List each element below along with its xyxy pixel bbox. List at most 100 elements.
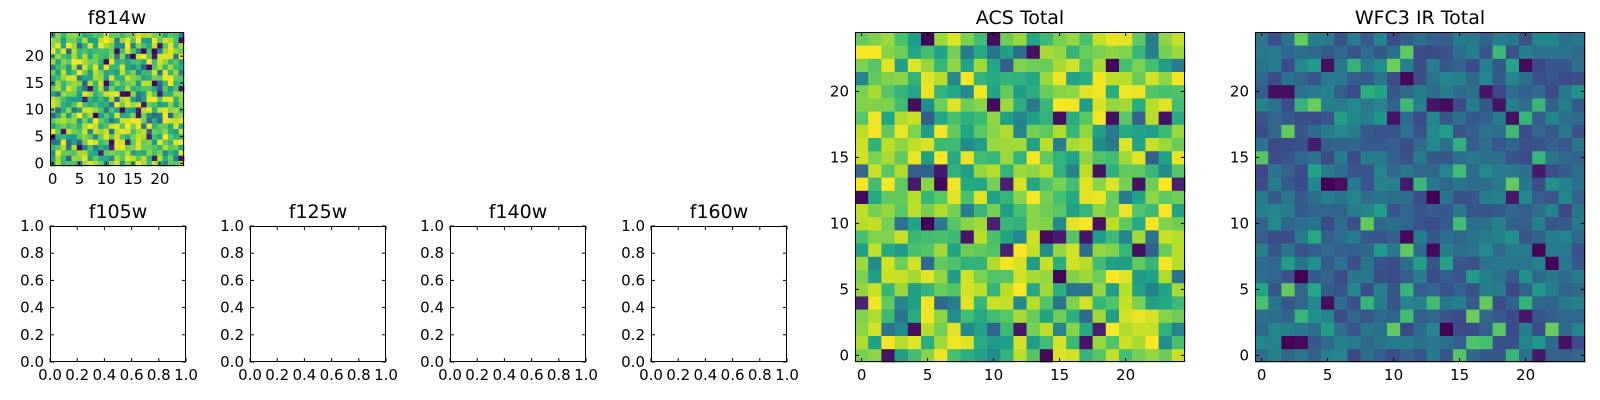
heatmap-cell	[947, 256, 961, 270]
heatmap-cell	[855, 348, 869, 363]
heatmap-cell	[1400, 322, 1414, 336]
heatmap-cell	[71, 107, 78, 113]
heatmap-cell	[1013, 296, 1027, 310]
heatmap-cell	[921, 230, 935, 244]
heatmap-cell	[1347, 32, 1361, 46]
heatmap-cell	[1334, 71, 1348, 86]
heatmap-cell	[108, 144, 115, 151]
heatmap-cell	[1545, 84, 1559, 99]
heatmap-cell	[1466, 124, 1480, 138]
heatmap-cell	[55, 101, 62, 108]
heatmap-cell	[1466, 84, 1480, 99]
heatmap-cell	[1400, 203, 1414, 218]
heatmap-cell	[1426, 164, 1441, 178]
heatmap-cell	[1000, 58, 1014, 72]
heatmap-cell	[151, 69, 158, 76]
heatmap-cell	[1066, 177, 1080, 191]
heatmap-cell	[1294, 150, 1309, 165]
heatmap-cell	[1479, 45, 1493, 59]
heatmap-cell	[71, 37, 78, 44]
heatmap-cell	[1334, 190, 1348, 204]
heatmap-cell	[855, 137, 869, 152]
heatmap-cell	[1132, 216, 1146, 231]
heatmap-cell	[87, 74, 94, 81]
heatmap-cell	[947, 348, 961, 363]
heatmap-cell	[1426, 243, 1441, 257]
heatmap-cell	[1066, 203, 1080, 218]
heatmap-cell	[881, 71, 895, 86]
heatmap-cell	[1387, 203, 1401, 218]
heatmap-cell	[98, 160, 104, 167]
heatmap-cell	[82, 128, 88, 135]
heatmap-cell	[103, 133, 110, 140]
heatmap-cell	[1532, 190, 1546, 204]
heatmap-cell	[1466, 309, 1480, 323]
heatmap-cell	[1413, 98, 1427, 112]
heatmap-cell	[1519, 309, 1533, 323]
y-tick-label: 1.0	[621, 217, 645, 235]
heatmap-cell	[1268, 190, 1282, 204]
heatmap-cell	[1268, 230, 1282, 244]
heatmap-cell	[1439, 111, 1454, 125]
heatmap-cell	[907, 32, 922, 46]
heatmap-cell	[1158, 45, 1173, 59]
heatmap-cell	[1387, 111, 1401, 125]
heatmap-cell	[1158, 309, 1173, 323]
heatmap-cell	[135, 80, 142, 86]
heatmap-cell	[1545, 216, 1559, 231]
heatmap-cell	[973, 84, 988, 99]
heatmap-cell	[60, 48, 67, 54]
heatmap-cell	[1505, 84, 1520, 99]
heatmap-cell	[1053, 137, 1067, 152]
heatmap-cell	[1307, 216, 1322, 231]
heatmap-cell	[1294, 137, 1309, 152]
heatmap-cell	[1558, 124, 1573, 138]
heatmap-cell	[92, 64, 99, 70]
heatmap-cell	[1026, 335, 1041, 350]
x-tick-label: 15	[1450, 366, 1469, 384]
heatmap-cell	[1532, 230, 1546, 244]
heatmap-cell	[1413, 164, 1427, 178]
heatmap-cell	[947, 177, 961, 191]
heatmap-cell	[987, 111, 1001, 125]
heatmap-cell	[1545, 348, 1559, 363]
heatmap-cell	[987, 164, 1001, 178]
heatmap-cell	[1479, 282, 1493, 297]
heatmap-cell	[1532, 269, 1546, 284]
heatmap-cell	[1105, 322, 1120, 336]
heatmap-cell	[60, 155, 67, 162]
heatmap-cell	[55, 144, 62, 151]
heatmap-cell	[135, 155, 142, 162]
heatmap-cell	[1119, 243, 1133, 257]
heatmap-cell	[66, 53, 72, 60]
heatmap-cell	[141, 85, 147, 92]
heatmap-cell	[1334, 84, 1348, 99]
heatmap-cell	[141, 42, 147, 49]
heatmap-cell	[894, 98, 909, 112]
heatmap-cell	[934, 243, 948, 257]
heatmap-cell	[1039, 137, 1054, 152]
heatmap-cell	[1079, 58, 1093, 72]
heatmap-cell	[178, 155, 185, 162]
heatmap-cell	[98, 80, 104, 86]
heatmap-cell	[1158, 137, 1173, 152]
heatmap-cell	[1387, 190, 1401, 204]
heatmap-cell	[1145, 335, 1159, 350]
heatmap-cell	[881, 98, 895, 112]
heatmap-cell	[1347, 230, 1361, 244]
heatmap-cell	[1505, 58, 1520, 72]
heatmap-cell	[1479, 348, 1493, 363]
heatmap-cell	[1413, 203, 1427, 218]
heatmap-cell	[1400, 58, 1414, 72]
heatmap-cell	[125, 96, 131, 103]
heatmap-cell	[1400, 124, 1414, 138]
heatmap-cell	[130, 155, 137, 162]
heatmap-cell	[1158, 243, 1173, 257]
heatmap-cell	[108, 74, 115, 81]
heatmap-cell	[76, 107, 83, 113]
heatmap-cell	[868, 230, 882, 244]
heatmap-cell	[1426, 32, 1441, 46]
heatmap-cell	[1347, 71, 1361, 86]
heatmap-cell	[894, 84, 909, 99]
heatmap-cell	[1105, 348, 1120, 363]
